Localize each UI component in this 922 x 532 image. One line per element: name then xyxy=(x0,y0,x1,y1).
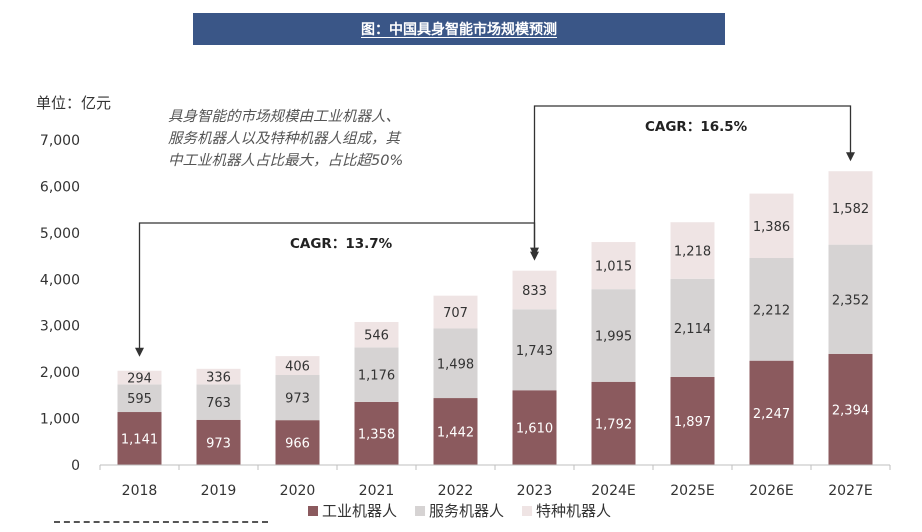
data-label: 973 xyxy=(285,392,310,407)
bar-segment xyxy=(670,376,715,465)
bar-segment xyxy=(591,289,636,382)
bar-segment xyxy=(670,278,715,377)
y-axis-unit-label: 单位：亿元 xyxy=(36,94,112,112)
bar-segment xyxy=(749,257,794,361)
bar-segment xyxy=(512,270,557,310)
data-label: 1,358 xyxy=(358,427,395,442)
bar-segment xyxy=(354,322,399,348)
data-label: 336 xyxy=(206,371,231,386)
data-label: 1,897 xyxy=(674,415,711,430)
legend-entry: 服务机器人 xyxy=(429,502,504,520)
legend-swatch xyxy=(308,506,318,516)
x-tick-label: 2019 xyxy=(201,483,237,499)
y-tick-label: 2,000 xyxy=(40,365,80,381)
data-label: 966 xyxy=(285,437,310,452)
cagr-arrowhead xyxy=(530,247,539,257)
y-tick-label: 5,000 xyxy=(40,226,80,242)
bar-segment xyxy=(828,353,873,465)
data-label: 595 xyxy=(127,392,152,407)
bar-segment xyxy=(196,368,241,385)
bar-segment xyxy=(828,171,873,245)
data-label: 1,610 xyxy=(516,422,553,437)
cagr-bracket-line xyxy=(533,105,852,255)
bar-segment xyxy=(275,420,320,465)
bar-segment xyxy=(512,309,557,391)
cagr-label: CAGR：13.7% xyxy=(290,236,393,252)
data-label: 763 xyxy=(206,396,231,411)
legend-swatch xyxy=(415,506,426,516)
y-tick-label: 3,000 xyxy=(40,319,80,335)
data-label: 973 xyxy=(206,436,231,451)
chart-title-bar: 图：中国具身智能市场规模预测 xyxy=(193,13,725,45)
cagr-label: CAGR：16.5% xyxy=(645,119,748,135)
x-tick-label: 2026E xyxy=(749,483,793,499)
data-label: 1,582 xyxy=(832,202,869,217)
bar-segment xyxy=(433,328,478,399)
data-label: 2,247 xyxy=(753,407,790,422)
bar-segment xyxy=(196,419,241,465)
x-tick-label: 2021 xyxy=(359,483,395,499)
cagr-arrowhead xyxy=(135,347,144,357)
bar-segment xyxy=(354,347,399,402)
data-label: 1,218 xyxy=(674,245,711,260)
data-label: 1,386 xyxy=(753,220,790,235)
chart-title: 图：中国具身智能市场规模预测 xyxy=(361,22,557,38)
bar-segment xyxy=(749,360,794,465)
bar-segment xyxy=(591,381,636,465)
data-label: 1,792 xyxy=(595,417,632,432)
x-tick-label: 2024E xyxy=(591,483,635,499)
legend-swatch xyxy=(522,506,533,516)
bar-segment xyxy=(670,222,715,279)
bar-segment xyxy=(275,374,320,421)
data-label: 1,176 xyxy=(358,369,395,384)
bar-segment xyxy=(433,398,478,465)
bar-segment xyxy=(591,242,636,290)
bar-segment xyxy=(196,384,241,420)
data-label: 1,743 xyxy=(516,344,553,359)
y-tick-label: 6,000 xyxy=(40,179,80,195)
y-tick-label: 1,000 xyxy=(40,412,80,428)
data-label: 1,442 xyxy=(437,426,474,441)
y-tick-label: 4,000 xyxy=(40,272,80,288)
y-tick-label: 0 xyxy=(71,458,80,474)
data-label: 2,394 xyxy=(832,403,869,418)
x-tick-label: 2023 xyxy=(517,483,553,499)
data-label: 1,995 xyxy=(595,329,632,344)
bar-segment xyxy=(117,384,162,413)
data-label: 546 xyxy=(364,329,389,344)
bar-segment xyxy=(117,412,162,465)
bar-segment xyxy=(117,370,162,385)
x-tick-label: 2027E xyxy=(828,483,872,499)
x-tick-label: 2020 xyxy=(280,483,316,499)
x-tick-label: 2022 xyxy=(438,483,474,499)
cagr-arrowhead xyxy=(846,152,855,162)
x-tick-label: 2018 xyxy=(122,483,158,499)
data-label: 707 xyxy=(443,306,468,321)
data-label: 1,141 xyxy=(121,433,158,448)
bar-segment xyxy=(354,401,399,465)
data-label: 2,352 xyxy=(832,293,869,308)
bar-segment xyxy=(433,295,478,329)
legend-entry: 工业机器人 xyxy=(322,502,397,520)
data-label: 406 xyxy=(285,360,310,375)
y-tick-label: 7,000 xyxy=(40,133,80,149)
data-label: 1,015 xyxy=(595,260,632,275)
data-label: 1,498 xyxy=(437,357,474,372)
decorative-dashed-line xyxy=(54,521,268,523)
data-label: 833 xyxy=(522,284,547,299)
bar-segment xyxy=(749,193,794,258)
data-label: 294 xyxy=(127,372,152,387)
data-label: 2,114 xyxy=(674,322,711,337)
x-tick-label: 2025E xyxy=(670,483,714,499)
bar-segment xyxy=(512,390,557,465)
bar-segment xyxy=(828,244,873,354)
bar-segment xyxy=(275,356,320,375)
legend-entry: 特种机器人 xyxy=(536,502,611,520)
chart-annotation-note: 具身智能的市场规模由工业机器人、服务机器人以及特种机器人组成，其中工业机器人占比… xyxy=(168,109,404,169)
data-label: 2,212 xyxy=(753,303,790,318)
